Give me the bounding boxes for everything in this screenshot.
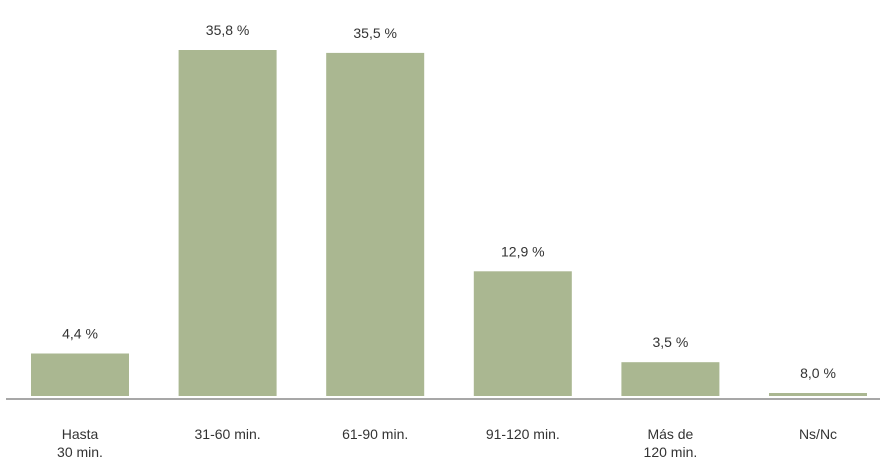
category-label-0-1: 30 min.: [57, 444, 103, 459]
bar-2: [326, 52, 425, 397]
value-label-2: 35,5 %: [353, 25, 397, 41]
value-label-1: 35,8 %: [206, 22, 250, 38]
category-label-4-1: 120 min.: [644, 444, 698, 459]
category-labels-group: Hasta 30 min. 31-60 min. 61-90 min. 91-120 m…: [57, 426, 837, 459]
category-label-2-0: 61-90 min.: [342, 426, 408, 442]
bar-4: [621, 362, 720, 396]
bar-1: [178, 50, 277, 396]
category-label-3-0: 91-120 min.: [486, 426, 560, 442]
bar-3: [473, 271, 572, 396]
category-label-5-0: Ns/Nc: [799, 426, 837, 442]
value-label-5: 8,0 %: [800, 365, 836, 381]
bars-group: [31, 50, 867, 397]
category-label-0-0: Hasta: [62, 426, 99, 442]
category-label-4-0: Más de: [647, 426, 693, 442]
value-label-4: 3,5 %: [652, 334, 688, 350]
value-labels-group: 4,4 % 35,8 % 35,5 % 12,9 % 3,5 % 8,0 %: [62, 22, 836, 381]
value-label-0: 4,4 %: [62, 326, 98, 342]
bar-5: [769, 393, 867, 396]
category-label-1-0: 31-60 min.: [195, 426, 261, 442]
value-label-3: 12,9 %: [501, 243, 545, 259]
bar-0: [31, 353, 129, 396]
